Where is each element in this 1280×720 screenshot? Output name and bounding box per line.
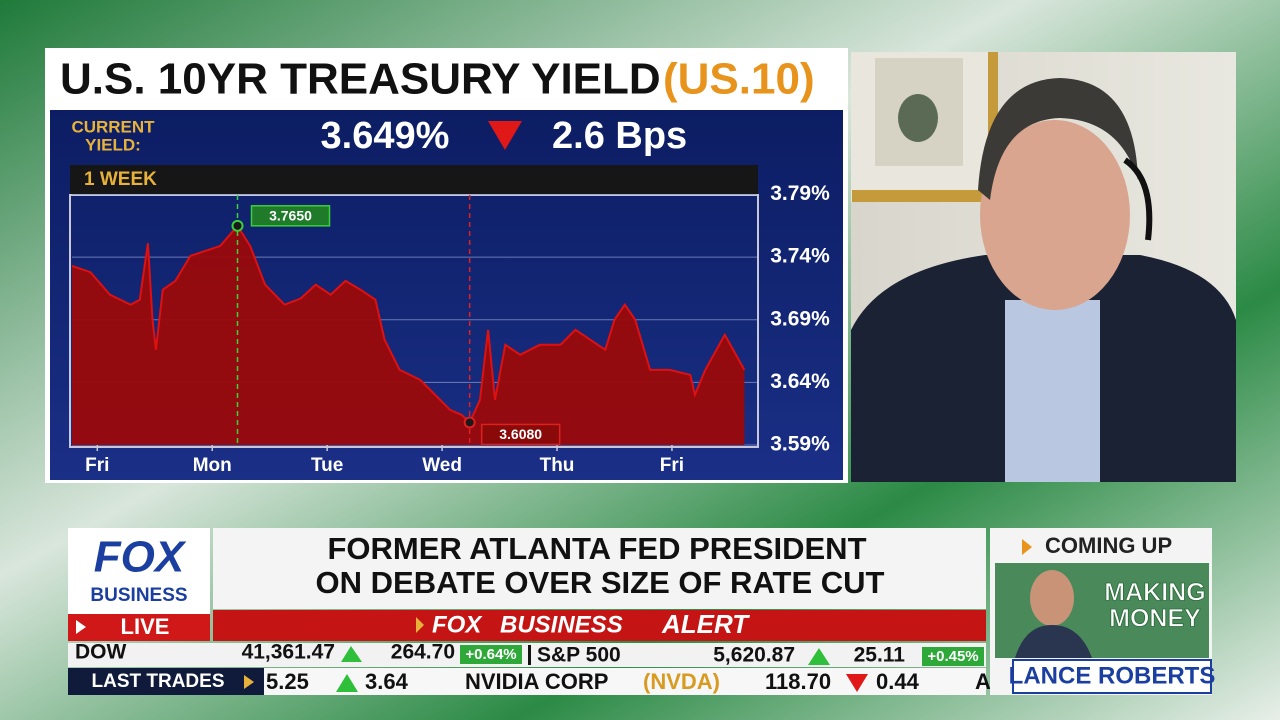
ticker-price: 118.70 (765, 669, 831, 694)
up-arrow (336, 674, 358, 692)
video-face (980, 120, 1130, 310)
marker-label: 3.7650 (269, 208, 312, 224)
ticker-price: 41,361.47 (242, 641, 335, 664)
y-tick-label: 3.74% (770, 245, 830, 268)
x-tick-label: Thu (540, 455, 575, 476)
video-hair (978, 78, 1138, 200)
last-trades-box (68, 668, 264, 695)
video-headset (1123, 157, 1153, 241)
y-tick-label: 3.79% (770, 182, 830, 205)
alert-label: ALERT (661, 609, 750, 639)
ticker-symbol: (NVDA) (643, 669, 720, 694)
y-tick-label: 3.64% (770, 370, 830, 393)
ticker-company: NVIDIA CORP (465, 669, 608, 694)
x-tick-label: Wed (422, 455, 462, 476)
pct-box (460, 645, 522, 664)
marker-label: 3.6080 (499, 426, 542, 442)
ticker-price: 5,620.87 (713, 644, 795, 667)
ticker-index: DOW (75, 641, 127, 664)
live-bar (68, 614, 210, 641)
period-label: 1 WEEK (84, 169, 157, 190)
alert-fox: FOX (432, 611, 483, 638)
last-trades-label: LAST TRADES (92, 671, 225, 692)
live-arrow (76, 620, 86, 634)
marker-label-box (250, 205, 331, 227)
host-name: LANCE ROBERTS (1009, 662, 1216, 689)
logo-fox: FOX (94, 533, 187, 582)
up-arrow (341, 646, 362, 662)
ticker-pct: +0.45% (927, 648, 978, 665)
period-bar (70, 165, 758, 195)
line (71, 224, 746, 425)
x-tick-label: Fri (660, 455, 684, 476)
ticker-company: A (975, 669, 991, 694)
pct-box (922, 647, 984, 666)
promo-show: MONEY (1109, 605, 1201, 633)
alert-arrow (416, 617, 424, 633)
ticker-arrow (244, 675, 254, 689)
y-tick-label: 3.69% (770, 307, 830, 330)
headline-box (213, 528, 986, 609)
ticker-change: 3.64 (365, 669, 409, 694)
x-tick-label: Fri (85, 455, 109, 476)
ticker-price: 5.25 (266, 669, 309, 694)
coming-up-label: COMING UP (1045, 533, 1172, 558)
video-frame (852, 190, 982, 202)
area (72, 225, 745, 445)
down-arrow (846, 674, 868, 692)
up-arrow (808, 648, 830, 665)
ticker-change: 0.44 (876, 669, 920, 694)
plot-area: 3.79% 3.74% 3.69% 3.64% 3.59% Fri Mon Tue Wed Thu… (69, 182, 830, 476)
video-shirt (1005, 300, 1100, 482)
host-box (1012, 659, 1212, 694)
ticker-change: 264.70 (391, 641, 455, 664)
down-arrow (488, 121, 522, 150)
current-label: CURRENT (71, 117, 155, 136)
ticker-divider (528, 645, 531, 665)
video-vase (898, 94, 938, 142)
ticker-row (68, 643, 986, 667)
promo-host-face (1030, 570, 1074, 626)
marker-point (463, 416, 476, 429)
ticker-index: S&P 500 (537, 644, 621, 667)
y-tick-label: 3.59% (770, 433, 830, 456)
logo-box (68, 528, 210, 614)
alert-business: BUSINESS (500, 611, 623, 638)
x-tick-label: Mon (193, 455, 232, 476)
chart-title: U.S. 10YR TREASURY YIELD (60, 55, 661, 104)
promo-show: MAKING (1104, 579, 1205, 607)
marker-point (231, 219, 244, 232)
x-tick-label: Tue (311, 455, 343, 476)
promo-host-suit (1015, 625, 1092, 658)
ticker-change: 25.11 (854, 644, 906, 667)
ticker-pct: +0.64% (465, 646, 516, 663)
coming-up-arrow (1022, 539, 1032, 555)
marker-label-box (480, 423, 561, 446)
headline-line: ON DEBATE OVER SIZE OF RATE CUT (316, 565, 885, 600)
logo-business: BUSINESS (90, 585, 187, 606)
chart-symbol: (US.10) (663, 55, 815, 104)
live-label: LIVE (121, 614, 170, 639)
current-label: YIELD: (85, 135, 141, 154)
current-yield: 3.649% (321, 115, 450, 157)
yield-change: 2.6 Bps (552, 115, 687, 157)
alert-bar (213, 610, 986, 641)
headline-line: FORMER ATLANTA FED PRESIDENT (327, 531, 866, 566)
